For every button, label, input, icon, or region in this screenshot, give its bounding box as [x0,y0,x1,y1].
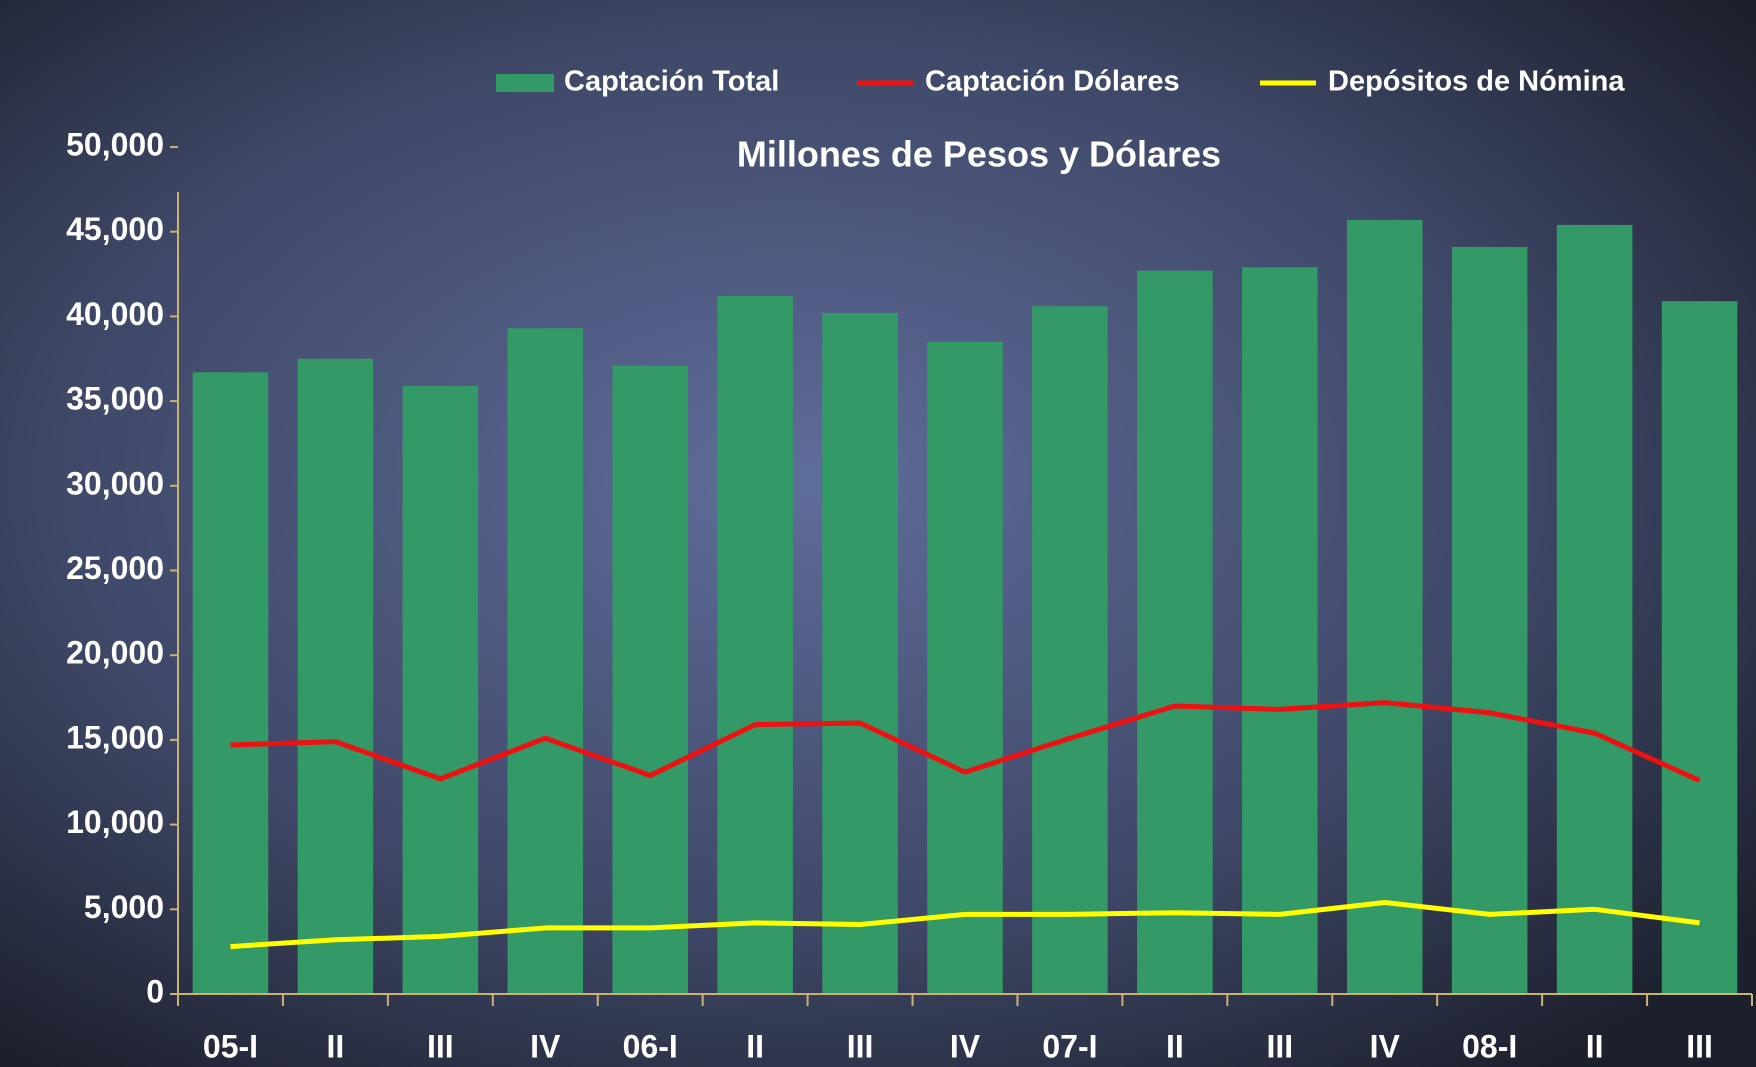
y-tick-label: 50,000 [66,126,164,162]
bar [297,358,374,994]
legend-label: Captación Dólares [925,66,1180,98]
x-tick-label: IV [530,1028,561,1064]
line-series [230,900,1700,950]
chart-title: Millones de Pesos y Dólares [737,134,1221,175]
x-tick-label: II [1166,1028,1184,1064]
x-tick-label: III [847,1028,874,1064]
x-tick-label: 06-I [623,1028,678,1064]
y-tick-label: 35,000 [66,381,164,417]
bar [1242,267,1318,994]
bar [612,365,688,994]
x-tick-label: IV [950,1028,981,1064]
bar [1137,270,1213,994]
bar [822,313,898,995]
y-tick-label: 5,000 [84,889,164,925]
x-tick-label: II [1586,1028,1604,1064]
y-tick-label: 25,000 [66,550,164,586]
line-series [230,700,1701,783]
bar [1032,306,1108,995]
x-tick-label: 08-I [1462,1028,1517,1064]
bar [717,296,793,994]
legend-swatch [496,74,554,92]
x-tick-label: IV [1370,1028,1401,1064]
bar [1556,224,1633,994]
x-tick-label: III [1266,1028,1293,1064]
x-tick-label: III [427,1028,454,1064]
y-tick-label: 45,000 [66,211,164,247]
x-tick-label: II [746,1028,764,1064]
y-tick-label: 0 [146,973,164,1009]
bar [1661,301,1738,994]
y-tick-label: 40,000 [66,296,164,332]
x-tick-label: II [327,1028,345,1064]
y-tick-label: 15,000 [66,719,164,755]
bar [927,341,1003,994]
x-tick-label: 05-I [203,1028,258,1064]
legend-label: Depósitos de Nómina [1328,66,1625,98]
bar [192,372,269,994]
legend-label: Captación Total [564,66,779,98]
y-tick-label: 30,000 [66,465,164,501]
x-tick-label: III [1686,1028,1713,1064]
y-tick-label: 10,000 [66,804,164,840]
y-tick-label: 20,000 [66,635,164,671]
bar [1346,219,1423,995]
x-tick-label: 07-I [1042,1028,1097,1064]
bar [507,328,584,994]
bar [402,385,479,994]
bar [1451,246,1528,995]
